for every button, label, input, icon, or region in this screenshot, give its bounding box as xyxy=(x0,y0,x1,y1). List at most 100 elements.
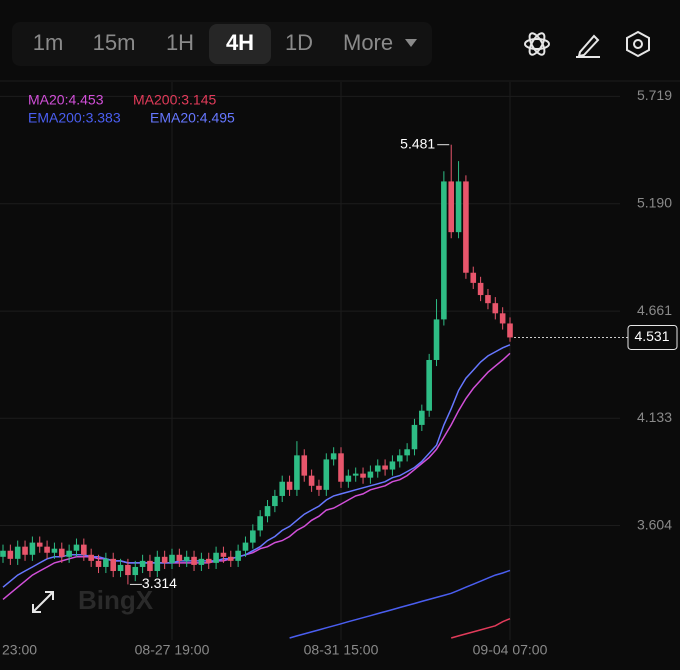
candle-body xyxy=(191,556,197,565)
candle-body xyxy=(345,475,352,482)
candle-body xyxy=(132,566,139,576)
x-tick-label: 23:00 xyxy=(2,642,37,658)
candle-body xyxy=(419,410,425,425)
candle-body xyxy=(492,303,499,314)
candle-body xyxy=(257,516,263,531)
min-label: 3.314 xyxy=(142,575,177,591)
candle-body xyxy=(499,313,506,324)
candle-body xyxy=(88,554,94,561)
candle-body xyxy=(426,359,432,411)
more-button[interactable]: More xyxy=(343,30,393,55)
candle-body xyxy=(330,453,337,460)
candle-body xyxy=(279,481,286,496)
y-tick-label: 4.133 xyxy=(637,409,672,425)
candle-body xyxy=(51,548,58,553)
candle-body xyxy=(36,542,43,547)
candle-body xyxy=(154,556,161,572)
watermark: BingX xyxy=(78,585,154,615)
candle-body xyxy=(147,560,153,572)
candle-body xyxy=(316,485,322,490)
candle-body xyxy=(58,548,65,557)
tab[interactable]: 1D xyxy=(285,30,313,55)
candle-body xyxy=(264,506,271,517)
more-caret xyxy=(405,39,417,47)
tab[interactable]: 15m xyxy=(93,30,136,55)
candle-body xyxy=(81,544,87,555)
candle-body xyxy=(448,181,455,233)
legend-entry: EMA200:3.383 xyxy=(28,110,121,126)
last-price-box xyxy=(627,324,678,350)
y-tick-label: 5.719 xyxy=(637,87,672,103)
candle-body xyxy=(352,473,359,476)
candle-body xyxy=(507,323,513,338)
x-tick-label: 08-27 19:00 xyxy=(135,642,210,658)
settings-icon[interactable] xyxy=(626,30,650,58)
candle-body xyxy=(213,552,219,563)
candle-body xyxy=(95,560,102,567)
candle-body xyxy=(367,471,374,478)
candle-body xyxy=(338,453,344,482)
candle-body xyxy=(396,455,403,462)
x-tick-label: 08-31 15:00 xyxy=(304,642,379,658)
candle-body xyxy=(463,181,469,273)
last-price-label: 4.531 xyxy=(634,328,669,344)
candle-body xyxy=(66,550,72,557)
tab[interactable]: 1H xyxy=(166,30,194,55)
candle-body xyxy=(44,546,50,553)
candle-body xyxy=(0,550,6,557)
candle-body xyxy=(294,455,300,490)
candle-body xyxy=(411,424,418,450)
candle-body xyxy=(323,459,330,490)
x-tick-label: 09-04 07:00 xyxy=(473,642,548,658)
candle-body xyxy=(205,558,212,563)
candle-body xyxy=(117,564,124,572)
candle-body xyxy=(404,449,410,456)
candle-body xyxy=(139,560,146,567)
y-tick-label: 5.190 xyxy=(637,194,672,210)
candle-body xyxy=(110,558,117,572)
indicator-line xyxy=(289,569,511,639)
candle-body xyxy=(14,546,21,559)
legend-entry: MA200:3.145 xyxy=(133,92,216,108)
candle-body xyxy=(389,461,396,470)
plot: 5.719 5.190 4.661 4.133 3.604 23:00 08-27 19:0… xyxy=(0,82,678,658)
candle-body xyxy=(227,556,234,561)
candle-body xyxy=(198,558,205,565)
candle-body xyxy=(301,455,308,476)
candle-body xyxy=(125,564,131,576)
toolbar: 1m 15m 1H 4H 1D More xyxy=(12,22,650,66)
candle-body xyxy=(183,556,190,561)
max-label: 5.481 xyxy=(400,135,435,151)
candle-body xyxy=(220,552,227,557)
candle-body xyxy=(441,181,447,320)
candle-body xyxy=(485,295,491,304)
tab[interactable]: 1m xyxy=(33,30,64,55)
candle-body xyxy=(433,319,440,360)
candle-body xyxy=(7,550,14,559)
candle-body xyxy=(382,465,388,470)
indicator-icon[interactable] xyxy=(524,31,550,57)
candle-body xyxy=(286,481,293,490)
candle-body xyxy=(176,554,183,561)
candle-body xyxy=(242,542,249,551)
candle-body xyxy=(22,546,28,555)
y-tick-label: 4.661 xyxy=(637,302,672,318)
expand-icon[interactable] xyxy=(32,591,54,613)
candle-body xyxy=(73,544,80,551)
candle-body xyxy=(169,554,175,563)
candle-body xyxy=(29,542,36,555)
y-tick-label: 3.604 xyxy=(637,516,672,532)
tab-selected[interactable]: 4H xyxy=(226,30,254,55)
indicator-line xyxy=(450,618,511,639)
legend-entry: EMA20:4.495 xyxy=(150,110,235,126)
candle-body xyxy=(360,473,366,478)
tab-selected-bg xyxy=(209,24,271,64)
candle-body xyxy=(161,556,168,563)
candle-body xyxy=(103,558,109,567)
candle-body xyxy=(308,475,315,486)
draw-icon[interactable] xyxy=(576,34,600,58)
candle-body xyxy=(470,272,477,283)
candle-body xyxy=(235,550,241,561)
